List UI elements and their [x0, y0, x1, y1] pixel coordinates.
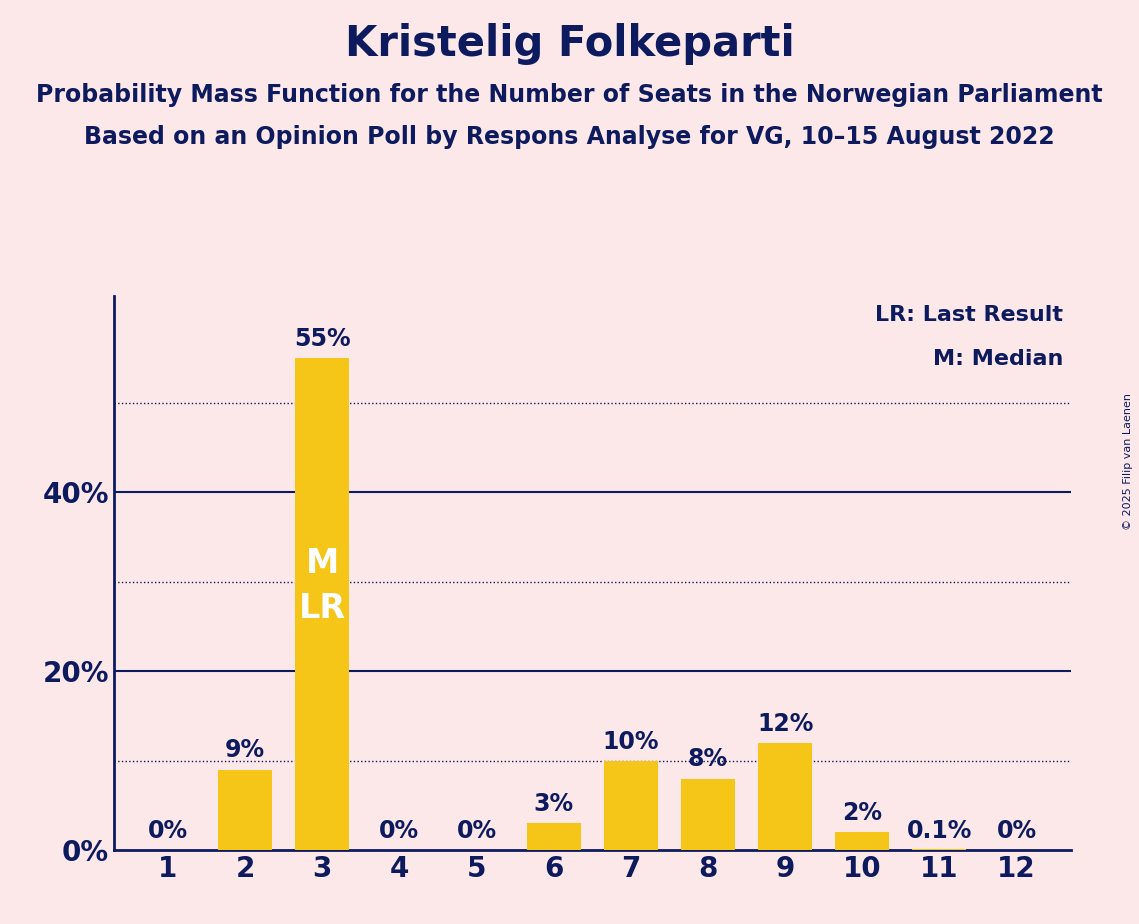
Text: Kristelig Folkeparti: Kristelig Folkeparti: [345, 23, 794, 65]
Text: 3%: 3%: [534, 792, 574, 816]
Bar: [835, 833, 890, 850]
Bar: [759, 743, 812, 850]
Bar: [295, 359, 350, 850]
Text: M: M: [305, 547, 338, 580]
Text: 2%: 2%: [843, 801, 883, 825]
Text: Based on an Opinion Poll by Respons Analyse for VG, 10–15 August 2022: Based on an Opinion Poll by Respons Anal…: [84, 125, 1055, 149]
Bar: [218, 770, 272, 850]
Text: LR: LR: [298, 592, 346, 626]
Bar: [604, 760, 658, 850]
Text: 0%: 0%: [997, 819, 1036, 843]
Text: LR: Last Result: LR: Last Result: [875, 305, 1063, 324]
Text: 0.1%: 0.1%: [907, 819, 973, 843]
Text: Probability Mass Function for the Number of Seats in the Norwegian Parliament: Probability Mass Function for the Number…: [36, 83, 1103, 107]
Bar: [681, 779, 735, 850]
Text: 0%: 0%: [148, 819, 188, 843]
Text: 9%: 9%: [226, 738, 265, 762]
Text: 12%: 12%: [757, 711, 813, 736]
Text: 0%: 0%: [457, 819, 497, 843]
Bar: [526, 823, 581, 850]
Text: © 2025 Filip van Laenen: © 2025 Filip van Laenen: [1123, 394, 1133, 530]
Text: 55%: 55%: [294, 327, 351, 351]
Text: 8%: 8%: [688, 748, 728, 772]
Text: 0%: 0%: [379, 819, 419, 843]
Text: 10%: 10%: [603, 730, 659, 753]
Text: M: Median: M: Median: [933, 349, 1063, 370]
